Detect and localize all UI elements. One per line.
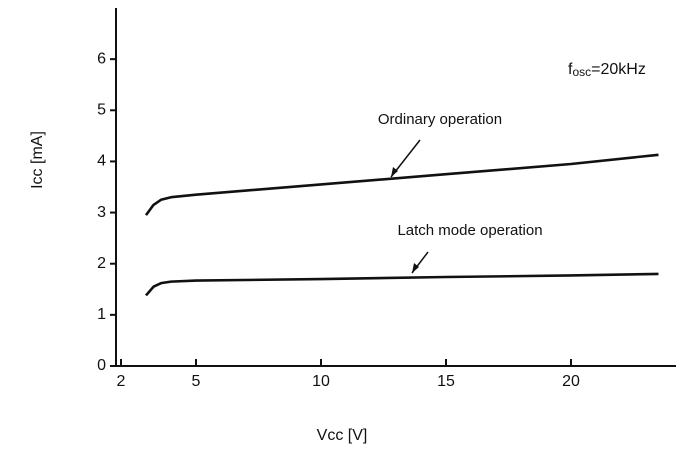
annotation: fosc=20kHz <box>568 61 646 79</box>
annotation-symbol: f <box>568 61 573 78</box>
x-tick-label: 5 <box>192 373 201 390</box>
series-label: Latch mode operation <box>397 222 542 239</box>
annotation-subscript: osc <box>572 65 591 79</box>
series-label: Ordinary operation <box>378 111 502 128</box>
arrowhead <box>412 263 419 273</box>
arrowhead <box>391 167 398 177</box>
y-tick-label: 3 <box>97 204 106 221</box>
y-tick-label: 5 <box>97 102 106 119</box>
line <box>144 153 659 216</box>
x-tick-label: 10 <box>312 373 330 390</box>
x-tick-label: 2 <box>117 373 126 390</box>
y-tick-label: 2 <box>97 255 106 272</box>
x-tick-label: 20 <box>562 373 580 390</box>
annotation-text: =20kHz <box>591 61 646 78</box>
x-axis-label: Vcc [V] <box>317 427 368 444</box>
y-tick-label: 4 <box>97 153 106 170</box>
y-tick-label: 6 <box>97 50 106 67</box>
y-tick-label: 0 <box>97 357 106 374</box>
y-tick-label: 1 <box>97 306 106 323</box>
line <box>145 272 659 297</box>
y-axis-label: Icc [mA] <box>29 131 46 189</box>
x-tick-label: 15 <box>437 373 455 390</box>
